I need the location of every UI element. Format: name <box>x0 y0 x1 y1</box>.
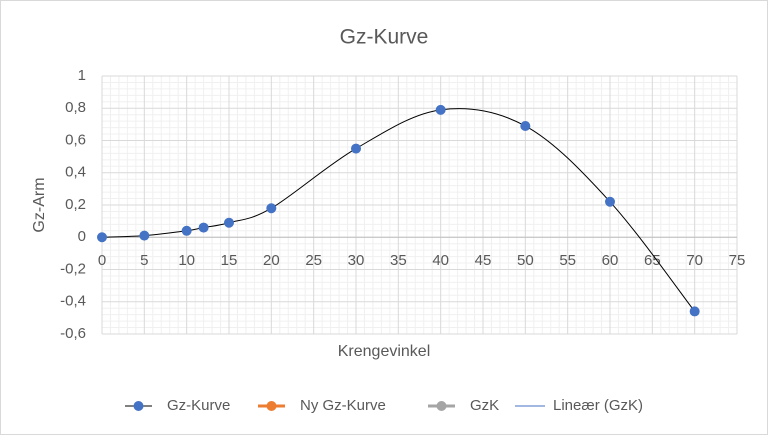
data-point <box>198 222 209 233</box>
x-tick-label: 70 <box>686 252 703 269</box>
legend-marker <box>133 401 144 411</box>
x-tick-label: 50 <box>517 252 534 269</box>
data-point <box>266 203 277 214</box>
x-tick-label: 30 <box>348 252 365 269</box>
y-tick-label: 0,8 <box>65 99 86 116</box>
data-point <box>181 225 192 236</box>
x-tick-label: 60 <box>602 252 619 269</box>
y-axis-title: Gz-Arm <box>31 177 48 232</box>
y-tick-label: 0 <box>78 228 86 245</box>
y-tick-label: -0,6 <box>60 325 86 342</box>
x-tick-label: 65 <box>644 252 661 269</box>
legend-label: Gz-Kurve <box>167 397 230 414</box>
x-tick-label: 20 <box>263 252 280 269</box>
x-tick-label: 75 <box>729 252 746 269</box>
legend-label: Lineær (GzK) <box>553 397 643 414</box>
x-tick-label: 55 <box>559 252 576 269</box>
x-axis-title: Krengevinkel <box>338 343 431 360</box>
legend-label: GzK <box>470 397 499 414</box>
y-tick-label: 0,2 <box>65 196 86 213</box>
x-tick-label: 0 <box>98 252 106 269</box>
chart-title: Gz-Kurve <box>340 26 429 49</box>
y-tick-label: -0,4 <box>60 293 86 310</box>
y-tick-label: 1 <box>78 67 86 84</box>
x-tick-label: 35 <box>390 252 407 269</box>
data-point <box>351 143 361 154</box>
x-tick-label: 5 <box>140 252 148 269</box>
x-tick-label: 45 <box>475 252 492 269</box>
data-point <box>435 104 446 115</box>
data-point <box>224 217 234 228</box>
data-point <box>689 306 700 317</box>
legend-label: Ny Gz-Kurve <box>300 397 386 414</box>
data-point <box>139 230 150 241</box>
x-tick-label: 15 <box>221 252 238 269</box>
x-tick-label: 40 <box>432 252 449 269</box>
x-tick-label: 10 <box>178 252 195 269</box>
data-point <box>605 196 615 207</box>
data-point <box>97 232 107 243</box>
data-point <box>520 120 531 131</box>
x-tick-label: 25 <box>305 252 322 269</box>
y-tick-label: -0,2 <box>60 260 86 277</box>
y-tick-label: 0,4 <box>65 164 86 181</box>
legend-marker <box>436 401 447 411</box>
legend-marker <box>266 401 277 411</box>
y-tick-label: 0,6 <box>65 131 86 148</box>
